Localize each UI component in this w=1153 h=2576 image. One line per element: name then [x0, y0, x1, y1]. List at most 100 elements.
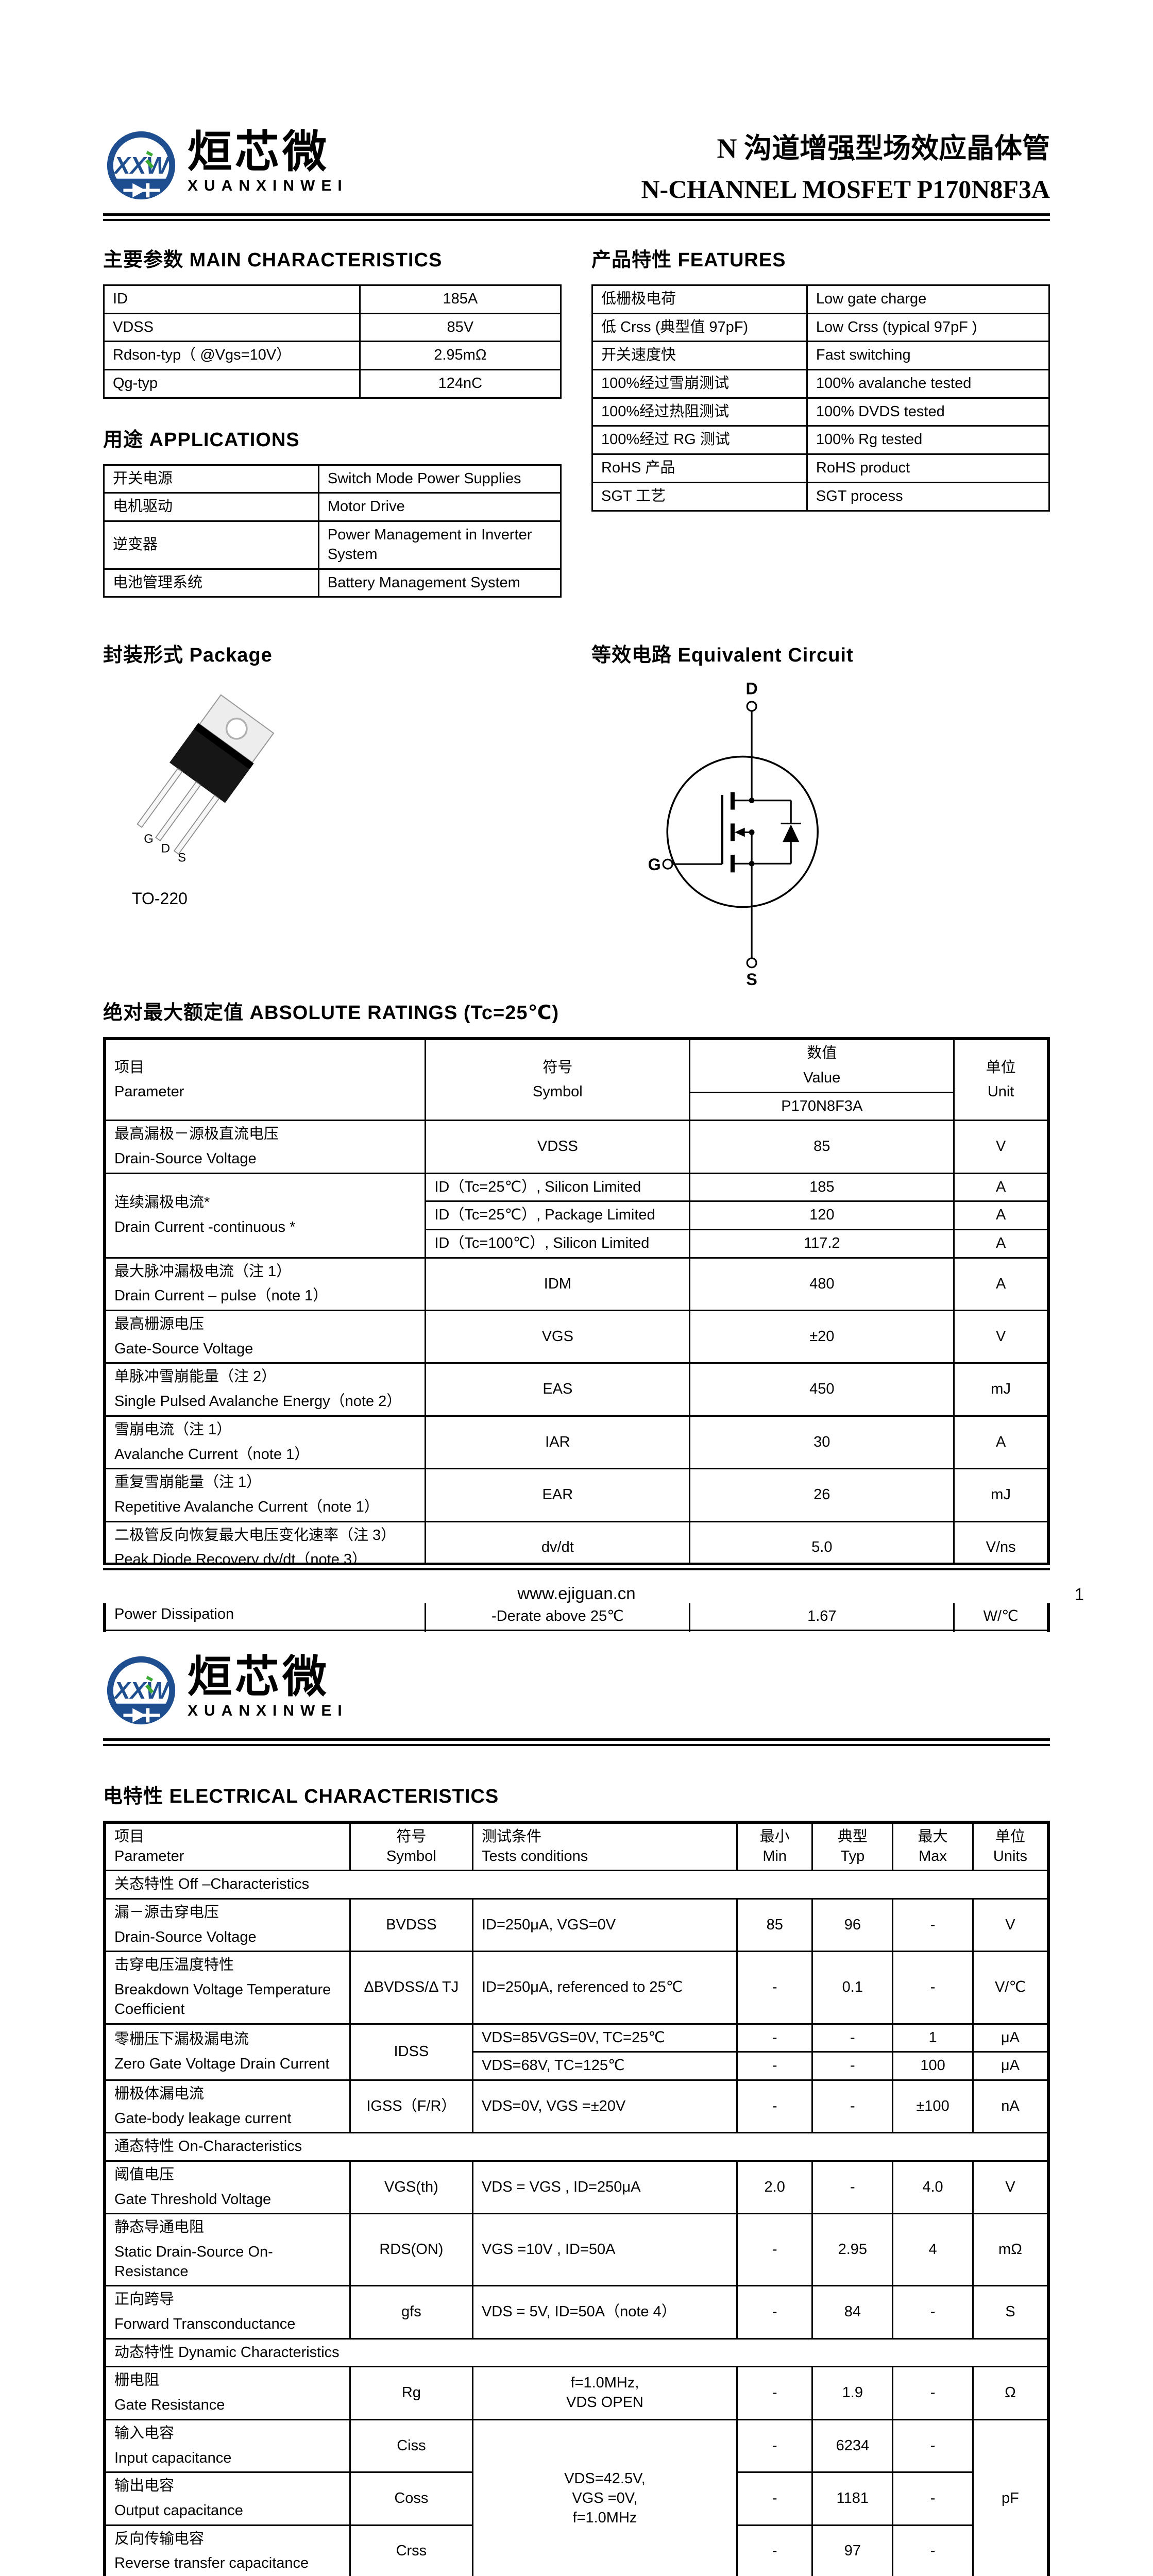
header-symbol: 符号 Symbol — [425, 1038, 691, 1122]
table-row: SGT 工艺 SGT process — [591, 481, 1050, 512]
app-en: Battery Management System — [317, 568, 562, 598]
typ-cell: 0.1 — [811, 1951, 894, 2025]
feature-zh: 100%经过热阻测试 — [591, 397, 808, 427]
logo-mark-icon: XXW — [107, 131, 176, 200]
symbol-cell: Rg — [349, 2366, 473, 2420]
symbol-cell: VDSS — [425, 1120, 691, 1174]
param-cell: 阈值电压 Gate Threshold Voltage — [104, 2160, 351, 2215]
pin-label-d: D — [161, 842, 170, 856]
value-cell: 185A — [359, 284, 562, 314]
value-cell: 450 — [689, 1362, 955, 1417]
unit-cell: mJ — [953, 1362, 1049, 1417]
feature-en: Fast switching — [806, 341, 1050, 371]
table-row: 击穿电压温度特性 Breakdown Voltage Temperature Co… — [104, 1951, 1049, 2025]
table-header-row: 项目 Parameter 符号 Symbol 数值 Value 单位 Unit — [104, 1038, 1049, 1122]
header-value-en: Value — [803, 1069, 841, 1086]
feature-en: 100% DVDS tested — [806, 397, 1050, 427]
table-row: 阈值电压 Gate Threshold Voltage VGS(th) VDS =… — [104, 2160, 1049, 2215]
app-en: Motor Drive — [317, 492, 562, 522]
param-cell: 连续漏极电流* Drain Current -continuous * — [104, 1172, 427, 1259]
terminal-d-label: D — [745, 680, 757, 698]
section-label: 关态特性 Off –Characteristics — [104, 1870, 1049, 1900]
typ-cell: - — [811, 2160, 894, 2215]
header-conditions-zh: 测试条件 — [481, 1828, 541, 1845]
typ-cell: 96 — [811, 1898, 894, 1953]
param-cell: 漏－源击穿电压 Drain-Source Voltage — [104, 1898, 351, 1953]
param-zh: 静态导通电阻 — [114, 2219, 205, 2236]
mosfet-symbol-figure: D G — [591, 680, 1050, 991]
header-conditions: 测试条件 Tests conditions — [471, 1821, 738, 1872]
symbol-cell: VGS(th) — [349, 2160, 473, 2215]
symbol-cell: Ciss — [349, 2418, 473, 2473]
param-zh: 零栅压下漏极漏电流 — [114, 2031, 249, 2047]
section-electrical-characteristics: 电特性 ELECTRICAL CHARACTERISTICS — [103, 1786, 499, 1807]
param-cell: 最高结温及存储温度Operating and Storage Temperatu… — [104, 1630, 427, 1632]
feature-en: Low gate charge — [806, 284, 1050, 314]
header-parameter-zh: 项目 — [114, 1059, 145, 1076]
min-cell: - — [736, 2051, 813, 2081]
max-cell: - — [892, 2366, 974, 2420]
app-zh: 逆变器 — [103, 520, 319, 570]
unit-cell: μA — [972, 2023, 1049, 2053]
unit-cell: V — [953, 1120, 1049, 1174]
param-zh: 连续漏极电流* — [114, 1194, 210, 1211]
unit-cell: pF — [972, 2418, 1049, 2576]
app-en: Switch Mode Power Supplies — [317, 464, 562, 494]
terminal-s-label: S — [746, 970, 757, 989]
param-cell: 输入电容 Input capacitance — [104, 2418, 351, 2473]
param-zh: 最高漏极－源极直流电压 — [114, 1126, 279, 1143]
section-applications: 用途 APPLICATIONS — [103, 429, 300, 451]
typ-cell: - — [811, 2051, 894, 2081]
min-cell: - — [736, 2418, 813, 2473]
symbol-cell: IDSS — [349, 2023, 473, 2081]
app-zh: 开关电源 — [103, 464, 319, 494]
header-max: 最大 Max — [892, 1821, 974, 1872]
table-header-row: 项目 Parameter 符号 Symbol 测试条件 Tests condition… — [104, 1821, 1049, 1872]
header-min: 最小 Min — [736, 1821, 813, 1872]
app-zh: 电机驱动 — [103, 492, 319, 522]
table-row: 逆变器 Power Management in Inverter System — [103, 520, 562, 570]
header-symbol: 符号 Symbol — [349, 1821, 473, 1872]
min-cell: - — [736, 2285, 813, 2340]
param-zh: 击穿电压温度特性 — [114, 1957, 234, 1974]
param-cell: 雪崩电流（注 1） Avalanche Current（note 1） — [104, 1415, 427, 1470]
table-row: 重复雪崩能量（注 1） Repetitive Avalanche Current（… — [104, 1468, 1049, 1522]
conditions-cell: VDS = 5V, ID=50A（note 4） — [471, 2285, 738, 2340]
min-cell: 2.0 — [736, 2160, 813, 2215]
param-en: Breakdown Voltage Temperature Coefficien… — [114, 1981, 331, 2018]
unit-cell: Ω — [972, 2366, 1049, 2420]
value-cell: 2.95mΩ — [359, 341, 562, 371]
section-row-on-characteristics: 通态特性 On-Characteristics — [104, 2132, 1049, 2162]
header-symbol-en: Symbol — [386, 1848, 436, 1865]
feature-en: SGT process — [806, 481, 1050, 512]
unit-cell: nA — [972, 2079, 1049, 2134]
page-header: XXW 烜芯微 XUANXINWEI — [103, 1632, 1050, 1730]
param-zh: 栅极体漏电流 — [114, 2085, 205, 2102]
param-en: Forward Transconductance — [114, 2316, 296, 2333]
table-row: VDSS 85V — [103, 312, 562, 343]
param-en: Drain Current -continuous * — [114, 1219, 296, 1236]
company-name-zh: 烜芯微 — [188, 127, 330, 177]
table-row: 雪崩电流（注 1） Avalanche Current（note 1） IAR 3… — [104, 1415, 1049, 1470]
unit-cell: V — [972, 2160, 1049, 2215]
header-value: 数值 Value — [689, 1038, 955, 1093]
header-max-zh: 最大 — [918, 1828, 948, 1845]
param-en: Gate-Source Voltage — [114, 1340, 253, 1357]
symbol-cell: IGSS（F/R） — [349, 2079, 473, 2134]
footer-rule — [103, 1563, 1050, 1570]
typ-cell: - — [811, 2079, 894, 2134]
max-cell: 1 — [892, 2023, 974, 2053]
feature-en: RoHS product — [806, 453, 1050, 483]
company-name-en: XUANXINWEI — [188, 177, 348, 195]
min-cell: - — [736, 2023, 813, 2053]
logo-monogram: XXW — [113, 1677, 171, 1704]
table-row: 反向传输电容 Reverse transfer capacitance Crss … — [104, 2524, 1048, 2576]
param-en: Input capacitance — [114, 2449, 232, 2466]
unit-cell: V — [972, 1898, 1049, 1953]
header-units-zh: 单位 — [995, 1828, 1025, 1845]
table-row: 100%经过雪崩测试 100% avalanche tested — [591, 369, 1050, 399]
value-cell: 124nC — [359, 369, 562, 399]
header-parameter-zh: 项目 — [114, 1828, 145, 1845]
header-rule — [103, 213, 1050, 221]
param-zh: 二极管反向恢复最大电压变化速率（注 3） — [114, 1527, 396, 1544]
